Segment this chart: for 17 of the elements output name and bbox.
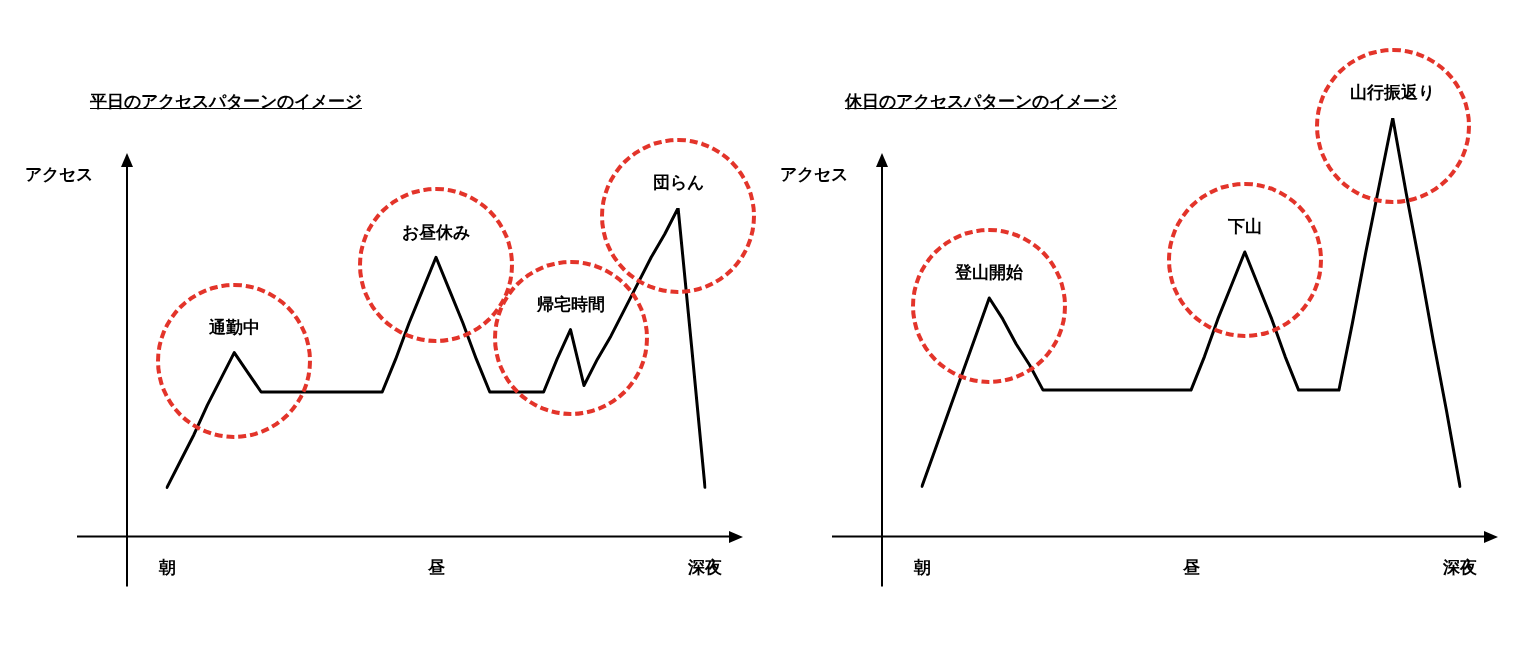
annotation: 下山 <box>1226 216 1262 237</box>
annotation: 帰宅時間 <box>535 294 605 314</box>
x-tick-label: 深夜 <box>1442 557 1478 578</box>
x-tick-label: 昼 <box>1181 557 1200 578</box>
annotation: 登山開始 <box>954 262 1025 283</box>
annotation: お昼休み <box>402 221 470 242</box>
x-tick-label: 朝 <box>912 557 931 578</box>
chart-title: 休日のアクセスパターンのイメージ <box>845 90 1117 113</box>
chart-title: 平日のアクセスパターンのイメージ <box>90 90 362 113</box>
annotation: 通勤中 <box>207 317 260 338</box>
x-tick-label: 深夜 <box>687 557 723 578</box>
x-tick-label: 朝 <box>157 557 176 578</box>
x-tick-label: 昼 <box>426 557 445 578</box>
annotation: 団らん <box>652 172 704 193</box>
y-axis-title: アクセス <box>25 163 93 186</box>
y-axis-title: アクセス <box>780 163 848 186</box>
annotation: 山行振返り <box>1350 82 1436 103</box>
